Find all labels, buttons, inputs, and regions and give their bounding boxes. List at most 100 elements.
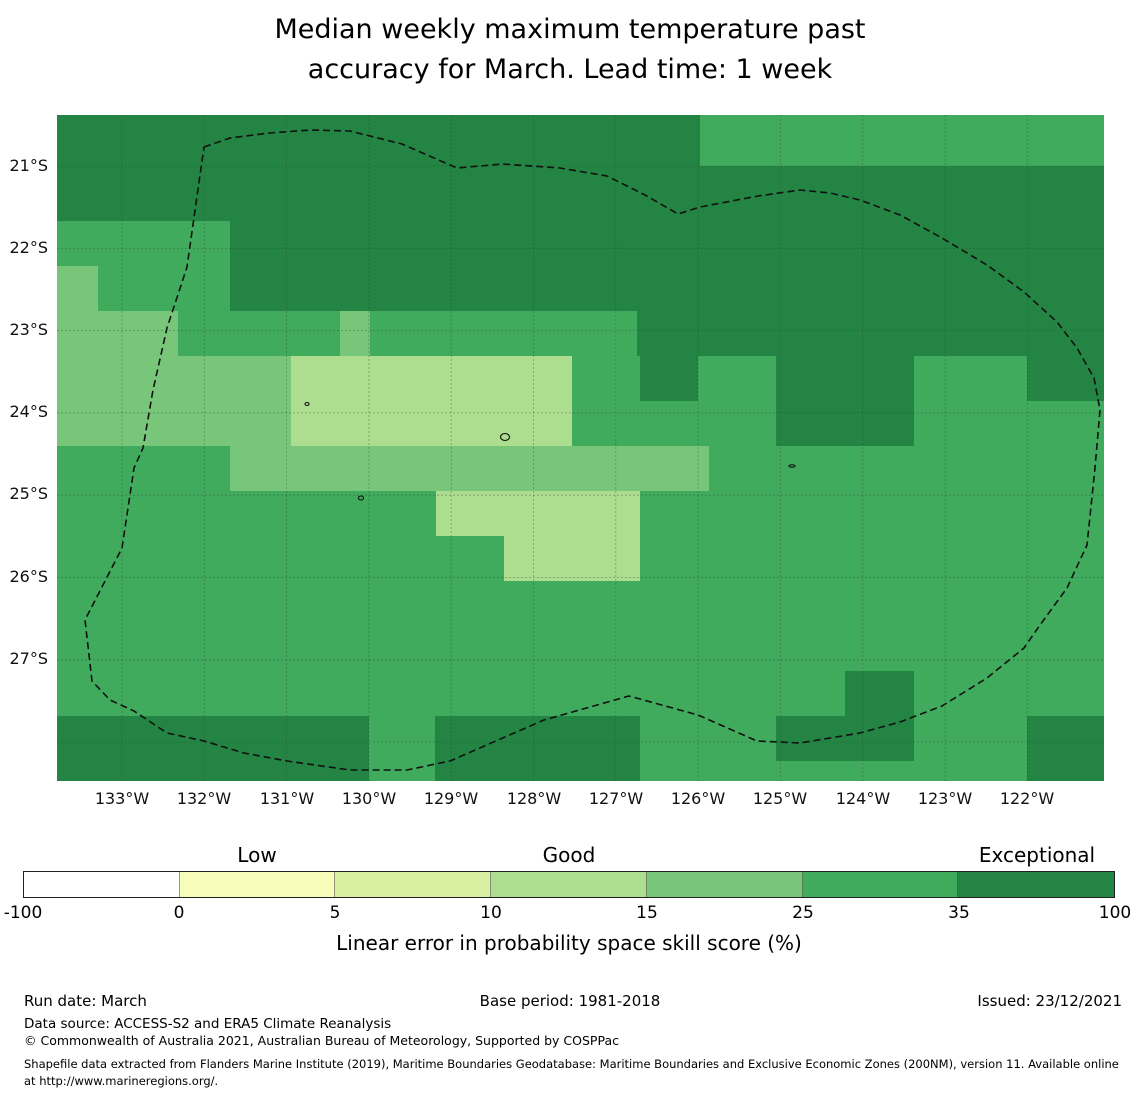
- lon-tick-label: 131°W: [259, 789, 315, 808]
- henderson-island-marker: [499, 432, 511, 442]
- heatmap-cell: [640, 356, 698, 401]
- colorbar-tick-label: 100: [1098, 903, 1132, 923]
- heatmap-cell: [57, 266, 98, 311]
- oeno-island-marker: [304, 401, 310, 407]
- lon-tick-label: 124°W: [835, 789, 891, 808]
- heatmap-cell: [914, 671, 1104, 716]
- heatmap-cell: [57, 536, 504, 581]
- lat-tick-label: 23°S: [9, 320, 48, 339]
- heatmap-cell: [57, 446, 230, 491]
- heatmap-cell: [291, 401, 572, 446]
- colorbar-segment: [491, 872, 647, 897]
- colorbar-segment: [958, 872, 1114, 897]
- heatmap-cell: [57, 115, 700, 166]
- heatmap-cell: [57, 626, 1104, 671]
- pitcairn-island-marker: [357, 495, 365, 501]
- colorbar-segment: [646, 872, 803, 897]
- lat-tick-label: 27°S: [9, 649, 48, 668]
- heatmap-cell: [776, 356, 914, 401]
- heatmap-cell: [640, 536, 1104, 581]
- heatmap-cell: [57, 716, 369, 761]
- colorbar-tick-label: 5: [329, 903, 341, 923]
- lon-tick-label: 133°W: [94, 789, 150, 808]
- heatmap-cell: [230, 221, 1104, 266]
- heatmap-cell: [57, 761, 369, 781]
- run-date-text: Run date: March: [24, 992, 147, 1010]
- heatmap-cell: [845, 671, 914, 716]
- heatmap-cell: [640, 716, 776, 761]
- data-source-text: Data source: ACCESS-S2 and ERA5 Climate …: [24, 1016, 392, 1032]
- ducie-island-marker: [788, 464, 796, 468]
- heatmap-cell: [435, 716, 640, 761]
- colorbar-tick-label: -100: [3, 903, 43, 923]
- colorbar: [23, 871, 1115, 898]
- skill-score-map: [57, 115, 1104, 781]
- heatmap-cell: [57, 671, 845, 716]
- shapefile-attribution-text: Shapefile data extracted from Flanders M…: [24, 1057, 1119, 1088]
- colorbar-tick-label: 15: [636, 903, 658, 923]
- colorbar-tick-label: 0: [173, 903, 185, 923]
- figure-title-line2: accuracy for March. Lead time: 1 week: [307, 54, 833, 85]
- heatmap-cell: [572, 356, 640, 401]
- heatmap-cell: [776, 401, 914, 446]
- heatmap-cell: [914, 716, 1027, 761]
- colorbar-category-label: Good: [542, 843, 596, 867]
- lon-tick-label: 129°W: [423, 789, 479, 808]
- lon-tick-label: 126°W: [670, 789, 726, 808]
- heatmap-cell: [57, 581, 1104, 626]
- heatmap-cell: [98, 266, 230, 311]
- heatmap-cell: [640, 761, 1027, 781]
- lon-tick-label: 132°W: [176, 789, 232, 808]
- copyright-text: © Commonwealth of Australia 2021, Austra…: [24, 1033, 619, 1048]
- issued-date-text: Issued: 23/12/2021: [977, 992, 1122, 1010]
- heatmap-cell: [57, 356, 291, 401]
- heatmap-cell: [776, 716, 914, 761]
- heatmap-cell: [178, 311, 340, 356]
- heatmap-cell: [57, 221, 230, 266]
- colorbar-tick-label: 35: [948, 903, 970, 923]
- heatmap-cell: [700, 115, 1104, 166]
- base-period-text: Base period: 1981-2018: [479, 992, 661, 1010]
- heatmap-cell: [230, 446, 709, 491]
- lon-tick-label: 125°W: [752, 789, 808, 808]
- colorbar-category-label: Exceptional: [978, 843, 1096, 867]
- colorbar-segment: [24, 872, 180, 897]
- lat-tick-label: 25°S: [9, 484, 48, 503]
- heatmap-cell: [698, 356, 776, 401]
- lon-tick-label: 122°W: [999, 789, 1055, 808]
- lon-tick-label: 130°W: [341, 789, 397, 808]
- colorbar-segment: [335, 872, 492, 897]
- heatmap-cell: [57, 166, 1104, 221]
- heatmap-cell: [369, 761, 435, 781]
- lon-tick-label: 127°W: [588, 789, 644, 808]
- heatmap-cell: [57, 491, 436, 536]
- heatmap-cell: [637, 311, 1104, 356]
- heatmap-cell: [1027, 356, 1104, 401]
- lat-tick-label: 22°S: [9, 238, 48, 257]
- heatmap-cell: [504, 536, 640, 581]
- heatmap-cell: [370, 311, 637, 356]
- heatmap-cell: [57, 401, 291, 446]
- lat-tick-label: 21°S: [9, 156, 48, 175]
- colorbar-tick-label: 10: [480, 903, 502, 923]
- heatmap-cell: [914, 401, 1104, 446]
- heatmap-cell: [369, 716, 435, 761]
- heatmap-cell: [436, 491, 640, 536]
- heatmap-cell: [57, 311, 178, 356]
- lat-tick-label: 26°S: [9, 567, 48, 586]
- figure-title-line1: Median weekly maximum temperature past: [274, 14, 866, 45]
- colorbar-axis-label: Linear error in probability space skill …: [336, 931, 802, 955]
- heatmap-cell: [709, 446, 1104, 491]
- colorbar-tick-label: 25: [792, 903, 814, 923]
- heatmap-cell: [914, 356, 1027, 401]
- heatmap-cell: [1027, 761, 1104, 781]
- lat-tick-label: 24°S: [9, 402, 48, 421]
- figure-title: Median weekly maximum temperature past a…: [0, 10, 1140, 90]
- heatmap-cell: [230, 266, 1104, 311]
- heatmap-cell: [435, 761, 640, 781]
- colorbar-segment: [179, 872, 336, 897]
- heatmap-cell: [640, 491, 1104, 536]
- heatmap-cell: [572, 401, 776, 446]
- lon-tick-label: 128°W: [506, 789, 562, 808]
